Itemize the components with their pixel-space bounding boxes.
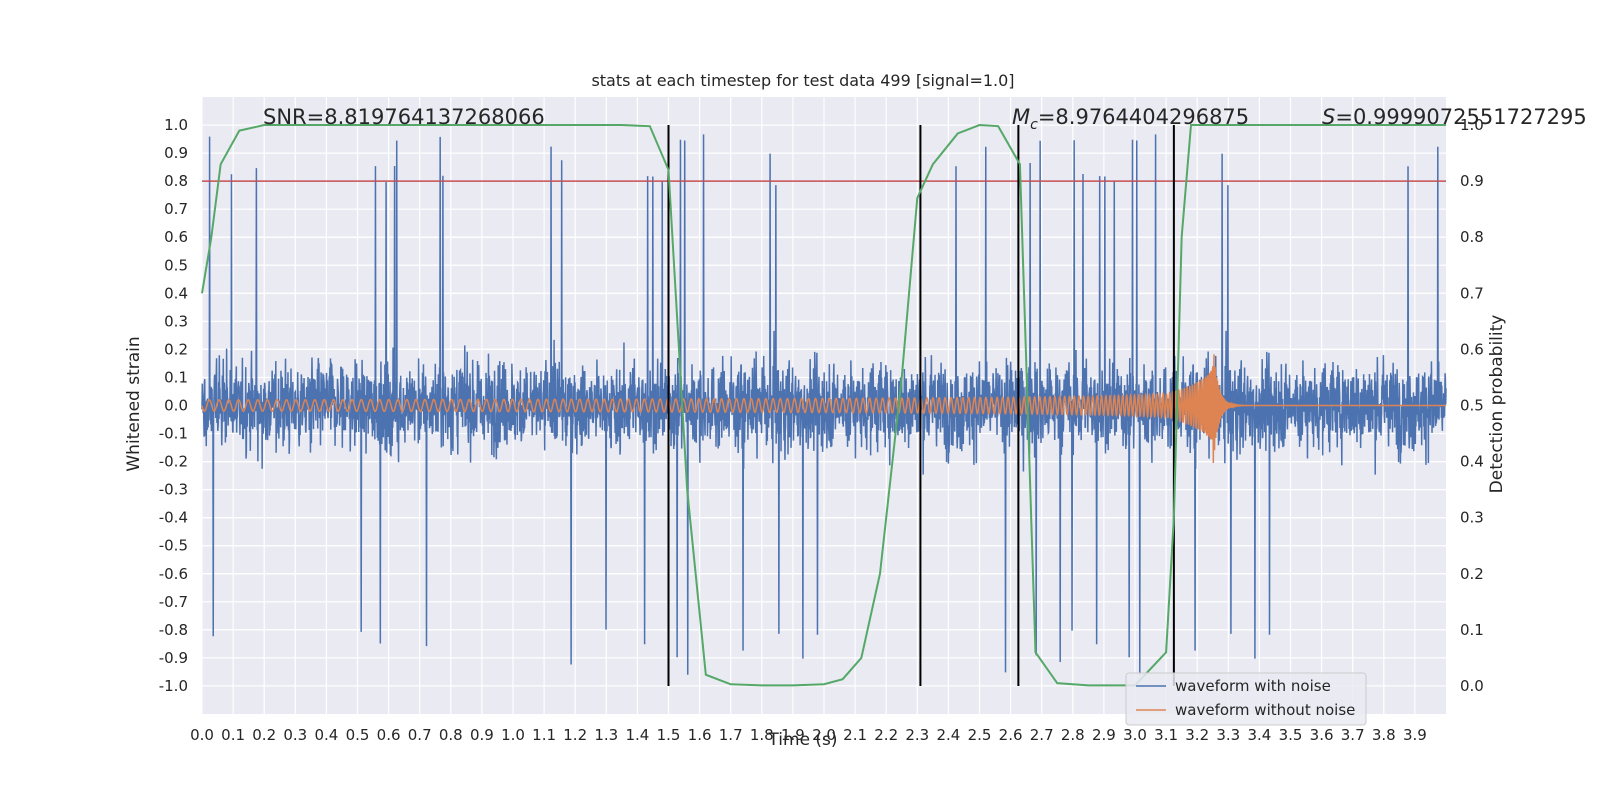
y-tick-label: 0.6 — [164, 228, 188, 246]
y-right-tick-label: 0.4 — [1460, 453, 1484, 471]
series-waveform-with-noise — [201, 134, 1447, 675]
legend-label-clean: waveform without noise — [1175, 701, 1355, 719]
y-right-tick-label: 0.8 — [1460, 228, 1484, 246]
x-tick-label: 2.9 — [1092, 726, 1116, 744]
mc-value: =8.9764404296875 — [1038, 105, 1249, 129]
y-tick-label: 0.0 — [164, 397, 188, 415]
y-right-tick-label: 0.3 — [1460, 509, 1484, 527]
y-tick-label: -0.7 — [159, 593, 188, 611]
y-tick-label: 0.8 — [164, 172, 188, 190]
y-right-tick-label: 0.7 — [1460, 284, 1484, 302]
legend: waveform with noise waveform without noi… — [1125, 672, 1367, 726]
x-tick-label: 1.7 — [719, 726, 743, 744]
x-tick-label: 1.5 — [657, 726, 681, 744]
x-tick-label: 1.3 — [594, 726, 618, 744]
legend-label-noise: waveform with noise — [1175, 677, 1331, 695]
x-tick-label: 3.0 — [1123, 726, 1147, 744]
x-tick-label: 3.7 — [1341, 726, 1365, 744]
x-tick-label: 1.0 — [501, 726, 525, 744]
y-right-tick-label: 1.0 — [1460, 116, 1484, 134]
x-tick-label: 0.9 — [470, 726, 494, 744]
y-tick-label: -0.3 — [159, 481, 188, 499]
x-tick-label: 2.3 — [905, 726, 929, 744]
x-tick-label: 3.6 — [1310, 726, 1334, 744]
y-axis-label-right: Detection probability — [1487, 315, 1507, 494]
x-tick-label: 2.8 — [1061, 726, 1085, 744]
x-tick-label: 3.1 — [1154, 726, 1178, 744]
mc-symbol: M — [1012, 105, 1030, 129]
vertical-markers — [667, 125, 1175, 686]
x-tick-label: 0.4 — [314, 726, 338, 744]
x-tick-label: 1.1 — [532, 726, 556, 744]
score-annotation: S=0.9999072551727295 — [1322, 105, 1587, 129]
x-tick-label: 0.3 — [283, 726, 307, 744]
y-tick-label: -0.2 — [159, 453, 188, 471]
y-right-tick-label: 0.9 — [1460, 172, 1484, 190]
y-tick-label: -0.1 — [159, 425, 188, 443]
x-ticks: 0.0 0.1 0.2 0.3 0.4 0.5 0.6 0.7 0.8 0.9 1.0 1.1 1.2 1… — [190, 726, 1427, 744]
y-tick-label: -1.0 — [159, 677, 188, 695]
y-tick-label: 0.5 — [164, 256, 188, 274]
y-right-tick-label: 0.2 — [1460, 565, 1484, 583]
y-tick-label: -0.4 — [159, 509, 188, 527]
x-tick-label: 1.9 — [781, 726, 805, 744]
s-symbol: S — [1322, 105, 1335, 129]
x-tick-label: 2.4 — [936, 726, 960, 744]
y-right-tick-label: 0.1 — [1460, 621, 1484, 639]
y-tick-label: 0.4 — [164, 284, 188, 302]
x-tick-label: 3.5 — [1279, 726, 1303, 744]
x-tick-label: 1.6 — [688, 726, 712, 744]
y-tick-label: 1.0 — [164, 116, 188, 134]
x-tick-label: 3.2 — [1185, 726, 1209, 744]
y-right-tick-label: 0.5 — [1460, 397, 1484, 415]
x-tick-label: 3.8 — [1372, 726, 1396, 744]
mc-subscript: c — [1030, 117, 1038, 133]
y-tick-label: 0.2 — [164, 340, 188, 358]
y-tick-label: -0.6 — [159, 565, 188, 583]
y-axis-label-left: Whitened strain — [124, 336, 144, 471]
x-tick-label: 3.9 — [1403, 726, 1427, 744]
x-tick-label: 1.4 — [625, 726, 649, 744]
x-tick-label: 0.6 — [377, 726, 401, 744]
y-right-tick-label: 0.6 — [1460, 340, 1484, 358]
y-right-tick-label: 0.0 — [1460, 677, 1484, 695]
chart-title: stats at each timestep for test data 499… — [591, 71, 1014, 90]
x-tick-label: 0.0 — [190, 726, 214, 744]
x-tick-label: 2.2 — [874, 726, 898, 744]
x-tick-label: 2.5 — [968, 726, 992, 744]
y-ticks-left: 1.0 0.9 0.8 0.7 0.6 0.5 0.4 0.3 0.2 0.1 0.0 -0.1 -0.… — [159, 116, 188, 695]
series-detection-probability — [201, 124, 1446, 687]
x-tick-label: 0.8 — [439, 726, 463, 744]
y-tick-label: 0.9 — [164, 144, 188, 162]
x-tick-label: 1.2 — [563, 726, 587, 744]
y-tick-label: 0.7 — [164, 200, 188, 218]
y-ticks-right: 1.0 0.9 0.8 0.7 0.6 0.5 0.4 0.3 0.2 0.1 0.0 — [1460, 116, 1484, 695]
y-tick-label: -0.5 — [159, 537, 188, 555]
x-tick-label: 1.8 — [750, 726, 774, 744]
legend-box — [1125, 672, 1367, 726]
y-tick-label: 0.3 — [164, 312, 188, 330]
series-waveform-without-noise — [201, 354, 1446, 463]
x-tick-label: 2.1 — [843, 726, 867, 744]
y-tick-label: -0.8 — [159, 621, 188, 639]
x-tick-label: 0.7 — [408, 726, 432, 744]
snr-annotation: SNR=8.819764137268066 — [263, 105, 545, 129]
y-tick-label: -0.9 — [159, 649, 188, 667]
plot-content — [201, 124, 1447, 687]
chirp-mass-annotation: Mc=8.9764404296875 — [1012, 105, 1249, 133]
x-tick-label: 0.5 — [346, 726, 370, 744]
x-tick-label: 2.6 — [999, 726, 1023, 744]
x-tick-label: 0.2 — [252, 726, 276, 744]
x-axis-label: Time (s) — [767, 730, 837, 750]
y-tick-label: 0.1 — [164, 368, 188, 386]
x-tick-label: 3.3 — [1216, 726, 1240, 744]
s-value: =0.9999072551727295 — [1335, 105, 1586, 129]
x-tick-label: 2.7 — [1030, 726, 1054, 744]
x-tick-label: 2.0 — [812, 726, 836, 744]
x-tick-label: 3.4 — [1247, 726, 1271, 744]
x-tick-label: 0.1 — [221, 726, 245, 744]
